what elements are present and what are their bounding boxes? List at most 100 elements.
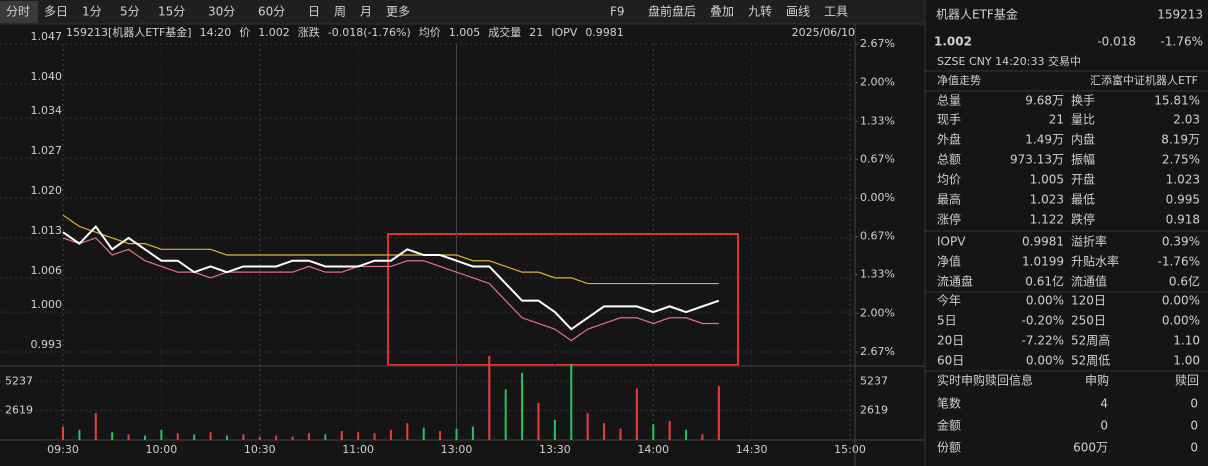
highlight-box <box>387 233 739 366</box>
info-volume: 21 <box>529 26 543 39</box>
y2-tick-label: 2.00% <box>860 306 895 319</box>
change-pct: -1.76% <box>1161 35 1203 49</box>
x-tick-label: 14:30 <box>736 443 768 456</box>
row-value: 0.00% <box>1026 354 1064 368</box>
y-tick-label: 1.040 <box>31 70 63 83</box>
tool-button[interactable]: 画线 <box>786 5 810 19</box>
tool-button[interactable]: F9 <box>610 5 625 19</box>
fund-full-name: 汇添富中证机器人ETF <box>1090 73 1198 87</box>
row-label: 升贴水率 <box>1071 254 1119 269</box>
y2-tick-label: 2.00% <box>860 76 895 89</box>
fund-code: 159213 <box>1157 8 1203 22</box>
last-price: 1.002 <box>934 35 972 49</box>
row-value: 2.03 <box>1173 113 1200 127</box>
row-label: 振幅 <box>1071 152 1095 167</box>
x-tick-label: 11:00 <box>342 443 374 456</box>
tab[interactable]: 5分 <box>120 5 140 19</box>
tab[interactable]: 周 <box>334 5 346 19</box>
row-label: 换手 <box>1071 94 1095 108</box>
row-value: -7.22% <box>1022 334 1064 348</box>
tab[interactable]: 月 <box>360 5 372 19</box>
redeem-col: 赎回 <box>1175 374 1199 388</box>
tool-button[interactable]: 九转 <box>748 4 772 19</box>
row-label: 总量 <box>937 94 961 108</box>
row-value: 1.023 <box>1166 173 1200 187</box>
row-label: 开盘 <box>1071 172 1095 187</box>
redeem-value: 0 <box>1190 441 1198 455</box>
row-value: 0.9981 <box>1022 235 1064 249</box>
row-label: 外盘 <box>937 132 961 147</box>
row-label: 现手 <box>937 113 961 127</box>
tab[interactable]: 分时 <box>6 5 30 19</box>
redeem-value: 0 <box>1190 397 1198 411</box>
row-label: 120日 <box>1071 294 1106 308</box>
row-value: 0.00% <box>1026 294 1064 308</box>
row-label: 跌停 <box>1071 212 1095 227</box>
tab[interactable]: 15分 <box>158 5 185 19</box>
info-iopv: 0.9981 <box>585 26 624 39</box>
row-label: 今年 <box>937 293 961 308</box>
row-value: 1.005 <box>1030 173 1064 187</box>
y-tick-label: 1.027 <box>31 144 63 157</box>
row-value: 0.39% <box>1162 235 1200 249</box>
row-value: 1.023 <box>1030 193 1064 207</box>
price-line <box>62 237 719 342</box>
tab[interactable]: 1分 <box>82 5 102 19</box>
row-value: 0.61亿 <box>1025 274 1064 289</box>
price-line <box>62 224 720 331</box>
row-label: 涨停 <box>937 212 961 227</box>
redeem-value: 0 <box>1190 419 1198 433</box>
tool-button[interactable]: 盘前盘后 <box>648 4 696 19</box>
y2-tick-label: 0.67% <box>860 152 895 165</box>
info-price-label: 价 <box>239 26 250 39</box>
tab[interactable]: 60分 <box>258 5 285 19</box>
row-label: 内盘 <box>1071 132 1095 147</box>
row-label: 流通盘 <box>937 274 973 289</box>
tab[interactable]: 多日 <box>44 5 68 19</box>
row-label: 量比 <box>1071 113 1095 127</box>
tab-active <box>0 1 38 23</box>
info-change: -0.018(-1.76%) <box>328 26 411 39</box>
tab[interactable]: 日 <box>308 5 320 19</box>
y2-tick-label: 2.67% <box>860 37 895 50</box>
y-tick-label: 1.006 <box>31 264 63 277</box>
y-tick-label: 1.000 <box>31 298 63 311</box>
volume-tick-label: 5237 <box>860 374 888 387</box>
tab[interactable]: 更多 <box>386 5 410 19</box>
tool-button[interactable]: 工具 <box>824 5 848 19</box>
toolbar <box>0 0 925 24</box>
row-value: 9.68万 <box>1025 94 1064 108</box>
info-time: 14:20 <box>200 26 232 39</box>
redeem-title: 实时申购赎回信息 <box>937 373 1033 388</box>
row-label: 总额 <box>937 153 961 167</box>
row-value: 1.122 <box>1030 213 1064 227</box>
row-value: 0.995 <box>1166 193 1200 207</box>
tool-button[interactable]: 叠加 <box>710 5 734 19</box>
info-symbol: 159213[机器人ETF基金] <box>66 25 192 39</box>
y2-tick-label: 1.33% <box>860 114 895 127</box>
row-value: 1.49万 <box>1025 133 1064 147</box>
tab[interactable]: 30分 <box>208 5 235 19</box>
row-value: 0.6亿 <box>1169 274 1200 289</box>
x-tick-label: 13:00 <box>441 443 473 456</box>
row-label: IOPV <box>937 235 966 249</box>
row-value: 0.918 <box>1166 213 1200 227</box>
row-label: 5日 <box>937 314 957 328</box>
nav-title: 净值走势 <box>937 73 981 87</box>
row-value: 2.75% <box>1162 153 1200 167</box>
redeem-label: 笔数 <box>937 396 961 411</box>
x-tick-label: 10:30 <box>244 443 276 456</box>
redeem-value: 0 <box>1100 419 1108 433</box>
x-tick-label: 13:30 <box>539 443 571 456</box>
row-label: 20日 <box>937 334 964 348</box>
volume-tick-label: 5237 <box>5 374 33 387</box>
info-volume-label: 成交量 <box>488 25 521 39</box>
row-label: 52周高 <box>1071 333 1110 348</box>
x-tick-label: 10:00 <box>146 443 178 456</box>
info-date: 2025/06/10 <box>792 26 855 39</box>
price-line <box>62 214 719 285</box>
info-change-label: 涨跌 <box>298 25 320 39</box>
row-value: -1.76% <box>1158 255 1200 269</box>
